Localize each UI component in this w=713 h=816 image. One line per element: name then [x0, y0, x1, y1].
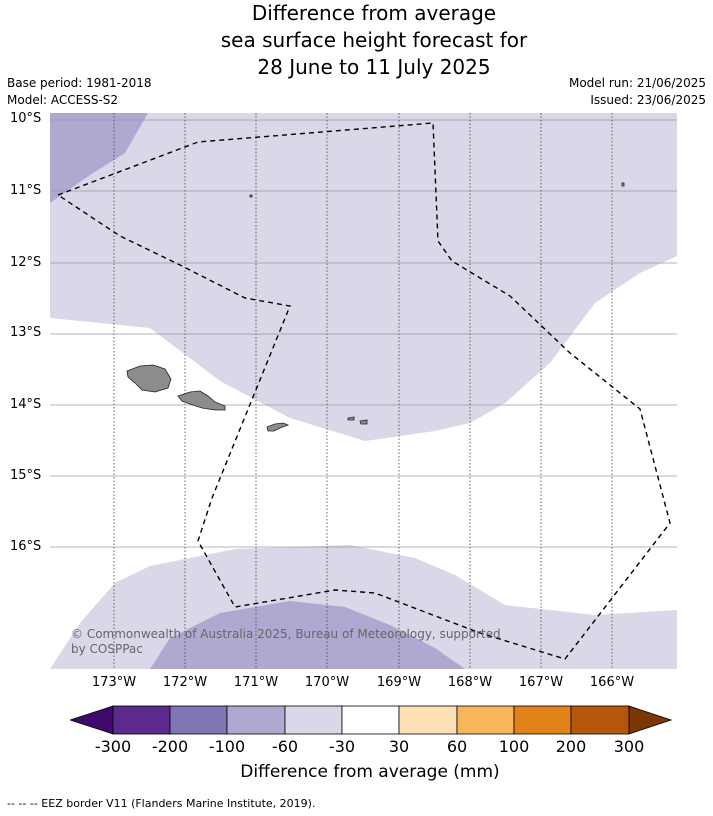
map-svg — [50, 113, 677, 669]
colorbar-bin-3 — [226, 705, 286, 735]
lat-label-14s: 14°S — [10, 397, 42, 412]
land-masses — [126, 182, 625, 432]
model-run: Model run: 21/06/2025 — [568, 76, 706, 90]
cb-tick-4: -30 — [328, 737, 356, 756]
lat-label-13s: 13°S — [10, 325, 42, 340]
colorbar-bin-2 — [169, 705, 228, 735]
colorbar-bin-7 — [456, 705, 515, 735]
cb-tick-9: 300 — [613, 737, 645, 756]
copyright-line-2: by COSPPac — [71, 642, 143, 656]
anomaly-region-light-north — [50, 113, 677, 441]
lat-label-16s: 16°S — [10, 539, 42, 554]
lat-label-15s: 15°S — [10, 468, 42, 483]
lat-label-10s: 10°S — [10, 111, 42, 126]
lon-label-168w: 168°W — [447, 675, 493, 690]
map-title: Difference from average sea surface heig… — [0, 0, 713, 81]
eez-border — [56, 122, 671, 660]
copyright-line-1: © Commonwealth of Australia 2025, Bureau… — [71, 627, 501, 641]
lon-label-169w: 169°W — [376, 675, 422, 690]
issued-date: Issued: 23/06/2025 — [590, 93, 706, 107]
anomaly-region-mid-south — [150, 601, 465, 669]
cb-tick-7: 100 — [498, 737, 530, 756]
cb-tick-6: 60 — [446, 737, 468, 756]
colorbar-label: Difference from average (mm) — [240, 762, 500, 782]
cb-tick-5: 30 — [388, 737, 410, 756]
lon-label-170w: 170°W — [304, 675, 350, 690]
cb-tick-0: -300 — [94, 737, 132, 756]
cb-tick-1: -200 — [151, 737, 189, 756]
colorbar-bin-6 — [398, 705, 458, 735]
upolu-island — [177, 390, 226, 411]
small-islet-west — [249, 194, 253, 198]
lat-gridlines — [50, 119, 677, 548]
base-period: Base period: 1981-2018 — [7, 76, 152, 90]
lon-gridlines — [113, 113, 613, 669]
cb-tick-3: -60 — [271, 737, 299, 756]
colorbar-bin-4 — [284, 705, 343, 735]
lon-label-166w: 166°W — [589, 675, 635, 690]
colorbar-extend-low — [70, 705, 114, 735]
lat-label-12s: 12°S — [10, 255, 42, 270]
ofu-island — [347, 416, 355, 421]
map-panel[interactable] — [50, 113, 677, 669]
lon-label-172w: 172°W — [162, 675, 208, 690]
eez-footnote: -- -- -- EEZ border V11 (Flanders Marine… — [7, 797, 316, 810]
meta-left: Base period: 1981-2018 Model: ACCESS-S2 — [7, 75, 152, 109]
colorbar-bin-1 — [112, 705, 171, 735]
colorbar-bin-9 — [570, 705, 630, 735]
swains-island — [621, 182, 625, 187]
meta-right: Model run: 21/06/2025 Issued: 23/06/2025 — [569, 75, 706, 109]
copyright-notice: © Commonwealth of Australia 2025, Bureau… — [71, 627, 501, 657]
title-line-3: 28 June to 11 July 2025 — [257, 55, 491, 79]
cb-tick-8: 200 — [555, 737, 587, 756]
cb-tick-2: -100 — [208, 737, 246, 756]
savaii-island — [126, 364, 172, 393]
model-name: Model: ACCESS-S2 — [7, 93, 119, 107]
colorbar-bin-8 — [513, 705, 572, 735]
lon-label-167w: 167°W — [518, 675, 564, 690]
title-line-2: sea surface height forecast for — [220, 28, 528, 52]
colorbar-bin-5 — [341, 705, 400, 735]
anomaly-region-mid-northwest — [50, 113, 148, 203]
lat-label-11s: 11°S — [10, 183, 42, 198]
title-line-1: Difference from average — [251, 1, 497, 25]
lon-label-173w: 173°W — [91, 675, 137, 690]
colorbar — [70, 705, 672, 735]
tau-island — [359, 419, 368, 425]
tutuila-island — [266, 422, 290, 432]
lon-label-171w: 171°W — [233, 675, 279, 690]
colorbar-extend-high — [628, 705, 672, 735]
